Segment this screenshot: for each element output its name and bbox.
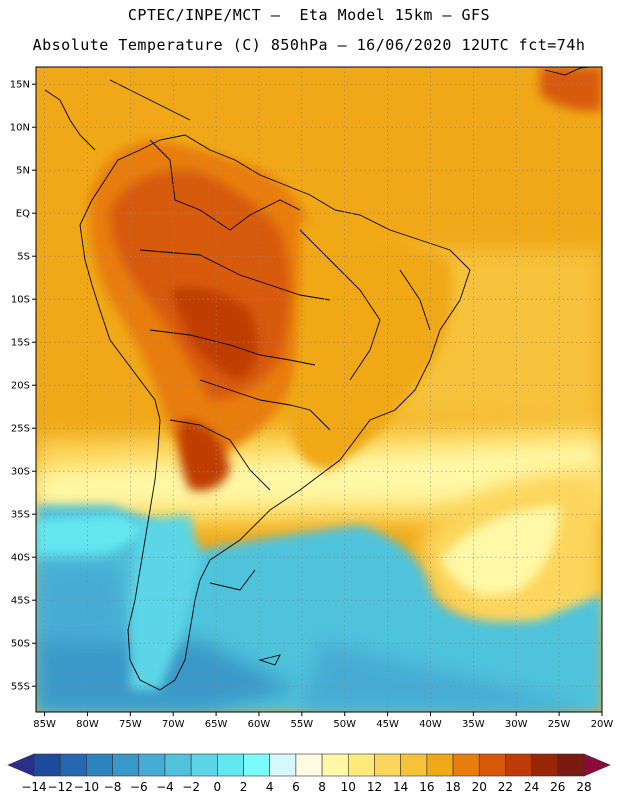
colorbar-level-label: 26 (550, 780, 565, 794)
lat-tick-label: EQ (16, 209, 30, 220)
lon-tick-label: 80W (76, 719, 99, 730)
lat-tick-label: 20S (11, 381, 30, 392)
colorbar-segment (426, 753, 454, 777)
colorbar-high-extension (583, 753, 611, 777)
colorbar-segment (347, 753, 375, 777)
colorbar-segment (295, 753, 323, 777)
colorbar-level-label: 12 (367, 780, 382, 794)
colorbar-level-label: −14 (21, 780, 46, 794)
lon-tick-label: 40W (419, 719, 442, 730)
lon-tick-label: 50W (333, 719, 356, 730)
colorbar-segment (269, 753, 297, 777)
coastlines (44, 67, 595, 691)
lat-tick-label: 15S (11, 338, 30, 349)
colorbar-level-label: −2 (182, 780, 200, 794)
lon-tick-label: 20W (591, 719, 614, 730)
colorbar-level-label: −4 (156, 780, 174, 794)
colorbar-segment (374, 753, 401, 777)
colorbar-segment (557, 753, 585, 777)
chart-subtitle: Absolute Temperature (C) 850hPa – 16/06/… (32, 36, 586, 54)
colorbar-level-label: 4 (266, 780, 274, 794)
colorbar-level-label: 20 (472, 780, 487, 794)
colorbar-level-label: −8 (104, 780, 122, 794)
lon-tick-label: 70W (162, 719, 185, 730)
colorbar-level-label: 14 (393, 780, 408, 794)
temperature-field (36, 67, 602, 712)
colorbar-segment (217, 753, 244, 777)
map-frame (35, 66, 603, 713)
lat-tick-label: 10S (11, 295, 30, 306)
colorbar-segment (505, 753, 532, 777)
lon-tick-label: 25W (548, 719, 571, 730)
colorbar-segment (452, 753, 480, 777)
lon-tick-label: 45W (376, 719, 399, 730)
colorbar-level-label: 2 (240, 780, 248, 794)
colorbar-level-label: −12 (48, 780, 73, 794)
colorbar-segment (112, 753, 140, 777)
longitude-ticks: 85W 80W 75W 70W 65W 60W 55W 50W 45W 40W 35W 30W 25W 2… (33, 712, 613, 730)
colorbar-level-label: −10 (74, 780, 99, 794)
lat-tick-label: 30S (11, 467, 30, 478)
colorbar-level-label: 16 (419, 780, 434, 794)
colorbar-level-label: 10 (341, 780, 356, 794)
colorbar-segment (243, 753, 271, 777)
colorbar: −14 −12 −10 −8 −6 −4 −2 0 2 4 6 8 10 12 14 16 18 20 22 24 26… (7, 753, 611, 794)
colorbar-segment (33, 753, 61, 777)
lon-tick-label: 55W (291, 719, 314, 730)
lat-tick-label: 40S (11, 553, 30, 564)
colorbar-segment (531, 753, 559, 777)
colorbar-segment (164, 753, 192, 777)
colorbar-level-label: 0 (214, 780, 222, 794)
lat-tick-label: 55S (11, 682, 30, 693)
lon-tick-label: 75W (119, 719, 142, 730)
colorbar-level-label: 18 (445, 780, 460, 794)
lat-tick-label: 35S (11, 510, 30, 521)
latitude-ticks: 15N 10N 5N EQ 5S 10S 15S 20S 25S 30S 35S 40S 45S 50S 5… (10, 80, 36, 693)
lon-tick-label: 85W (33, 719, 56, 730)
colorbar-segment (190, 753, 218, 777)
chart-title: CPTEC/INPE/MCT – Eta Model 15km – GFS (127, 6, 491, 24)
lat-tick-label: 25S (11, 424, 30, 435)
colorbar-segment (59, 753, 87, 777)
lon-tick-label: 65W (205, 719, 228, 730)
lat-tick-label: 15N (10, 80, 30, 91)
colorbar-level-label: 24 (524, 780, 539, 794)
colorbar-level-label: 22 (498, 780, 513, 794)
colorbar-segment (321, 753, 349, 777)
colorbar-segment (478, 753, 506, 777)
lon-tick-label: 30W (505, 719, 528, 730)
lat-tick-label: 45S (11, 596, 30, 607)
lat-tick-label: 10N (10, 123, 30, 134)
lat-tick-label: 50S (11, 639, 30, 650)
colorbar-level-label: 8 (318, 780, 326, 794)
colorbar-segment (400, 753, 428, 777)
colorbar-level-label: −6 (130, 780, 148, 794)
lat-tick-label: 5N (16, 166, 30, 177)
colorbar-level-label: 28 (576, 780, 591, 794)
colorbar-segment (86, 753, 113, 777)
lon-tick-label: 60W (248, 719, 271, 730)
colorbar-level-label: 6 (292, 780, 300, 794)
colorbar-low-extension (7, 753, 35, 777)
lon-tick-label: 35W (462, 719, 485, 730)
lat-tick-label: 5S (17, 252, 30, 263)
colorbar-segment (138, 753, 166, 777)
